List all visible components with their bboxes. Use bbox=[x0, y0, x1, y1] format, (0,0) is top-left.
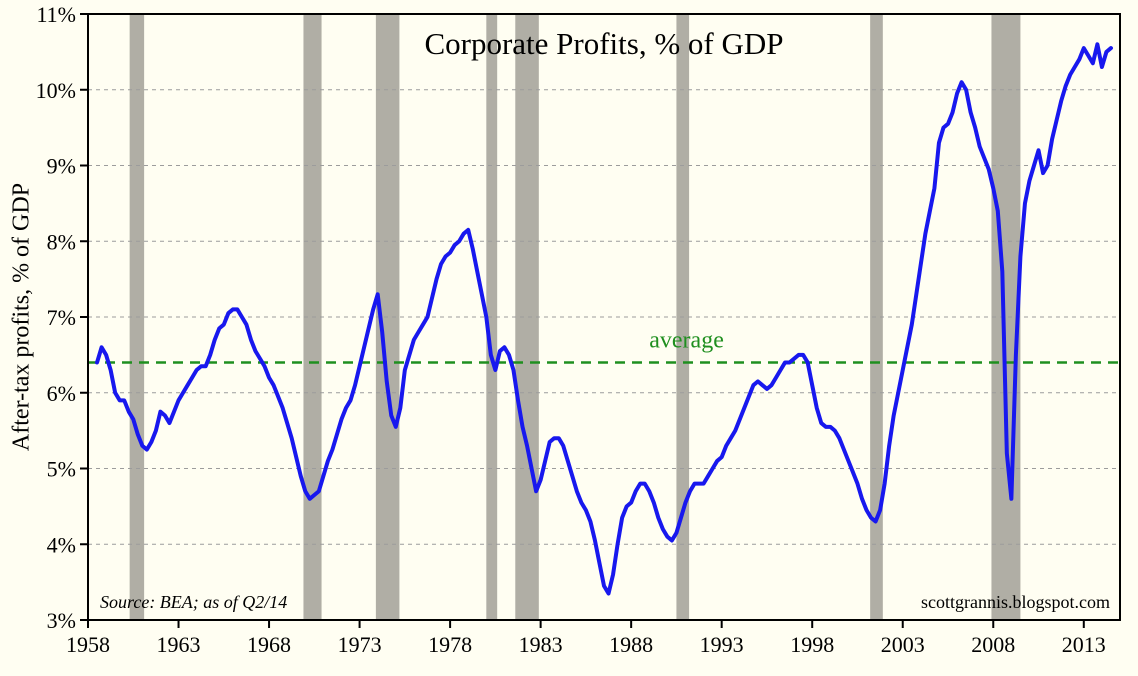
y-axis-label: After-tax profits, % of GDP bbox=[9, 183, 36, 451]
x-tick-label: 1988 bbox=[609, 632, 653, 657]
y-tick-label: 6% bbox=[47, 381, 76, 406]
x-tick-label: 1963 bbox=[157, 632, 201, 657]
x-tick-label: 1973 bbox=[338, 632, 382, 657]
y-tick-label: 3% bbox=[47, 608, 76, 633]
average-label: average bbox=[649, 327, 724, 353]
x-tick-label: 2008 bbox=[971, 632, 1015, 657]
x-tick-label: 1998 bbox=[790, 632, 834, 657]
chart-title: Corporate Profits, % of GDP bbox=[424, 26, 783, 61]
x-tick-label: 1983 bbox=[519, 632, 563, 657]
chart-container: After-tax profits, % of GDP average 3% 4% 5… bbox=[0, 0, 1138, 676]
x-tick-label: 1993 bbox=[700, 632, 744, 657]
y-tick-label: 8% bbox=[47, 229, 76, 254]
y-tick-label: 9% bbox=[47, 154, 76, 179]
recession-band bbox=[515, 14, 539, 620]
x-tick-label: 2013 bbox=[1062, 632, 1106, 657]
x-tick-label: 2003 bbox=[881, 632, 925, 657]
y-tick-label: 4% bbox=[47, 532, 76, 557]
chart-svg: average 3% 4% 5% 6% 7% 8% 9% 10% 11% 1958 1963 1968 1… bbox=[0, 0, 1138, 676]
y-tick-label: 10% bbox=[36, 78, 76, 103]
y-tick-label: 7% bbox=[47, 305, 76, 330]
credit-text: scottgrannis.blogspot.com bbox=[921, 592, 1110, 612]
x-tick-label: 1968 bbox=[247, 632, 291, 657]
y-tick-label: 5% bbox=[47, 457, 76, 482]
x-tick-label: 1978 bbox=[428, 632, 472, 657]
source-text: Source: BEA; as of Q2/14 bbox=[100, 592, 287, 612]
y-tick-label: 11% bbox=[36, 2, 76, 27]
x-tick-label: 1958 bbox=[66, 632, 110, 657]
